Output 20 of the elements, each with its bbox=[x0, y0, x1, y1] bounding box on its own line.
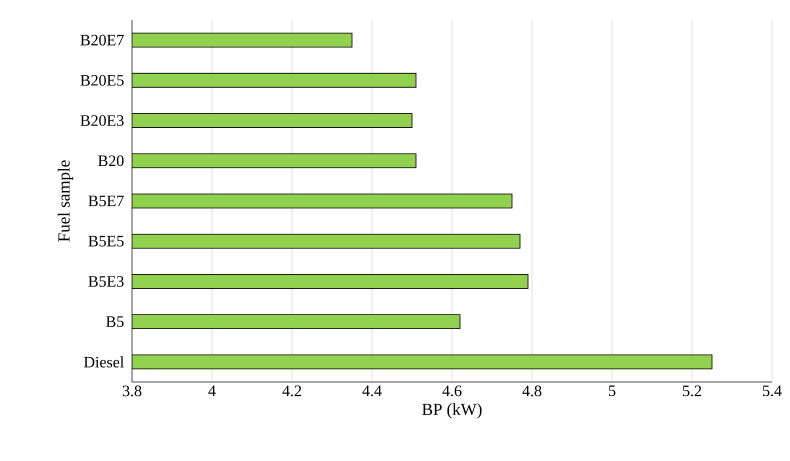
x-tick-label: 5.2 bbox=[682, 386, 702, 396]
x-tick-label: 4.2 bbox=[282, 386, 302, 396]
x-tick-label: 3.8 bbox=[122, 386, 142, 396]
y-tick-label: B20E7 bbox=[80, 34, 124, 46]
y-tick-label: B5E5 bbox=[88, 236, 124, 247]
y-tick-label: B5E7 bbox=[88, 196, 124, 206]
y-tick-label: B20E3 bbox=[80, 115, 124, 126]
y-tick-label: B5E3 bbox=[88, 276, 124, 287]
x-tick-label: 5 bbox=[608, 386, 616, 396]
y-axis-title: Fuel sample bbox=[58, 160, 74, 242]
x-tick-label: 4.6 bbox=[442, 386, 462, 396]
y-tick-label: Diesel bbox=[84, 356, 124, 368]
x-tick-label: 4 bbox=[208, 386, 216, 396]
x-tick-label: 4.8 bbox=[522, 386, 542, 396]
y-tick-label: B20 bbox=[98, 155, 124, 166]
x-axis-title: BP (kW) bbox=[422, 403, 482, 419]
x-tick-label: 4.4 bbox=[362, 386, 382, 396]
y-tick-label: B20E5 bbox=[80, 74, 124, 86]
y-tick-label: B5 bbox=[106, 316, 124, 327]
x-tick-label: 5.4 bbox=[762, 386, 782, 396]
